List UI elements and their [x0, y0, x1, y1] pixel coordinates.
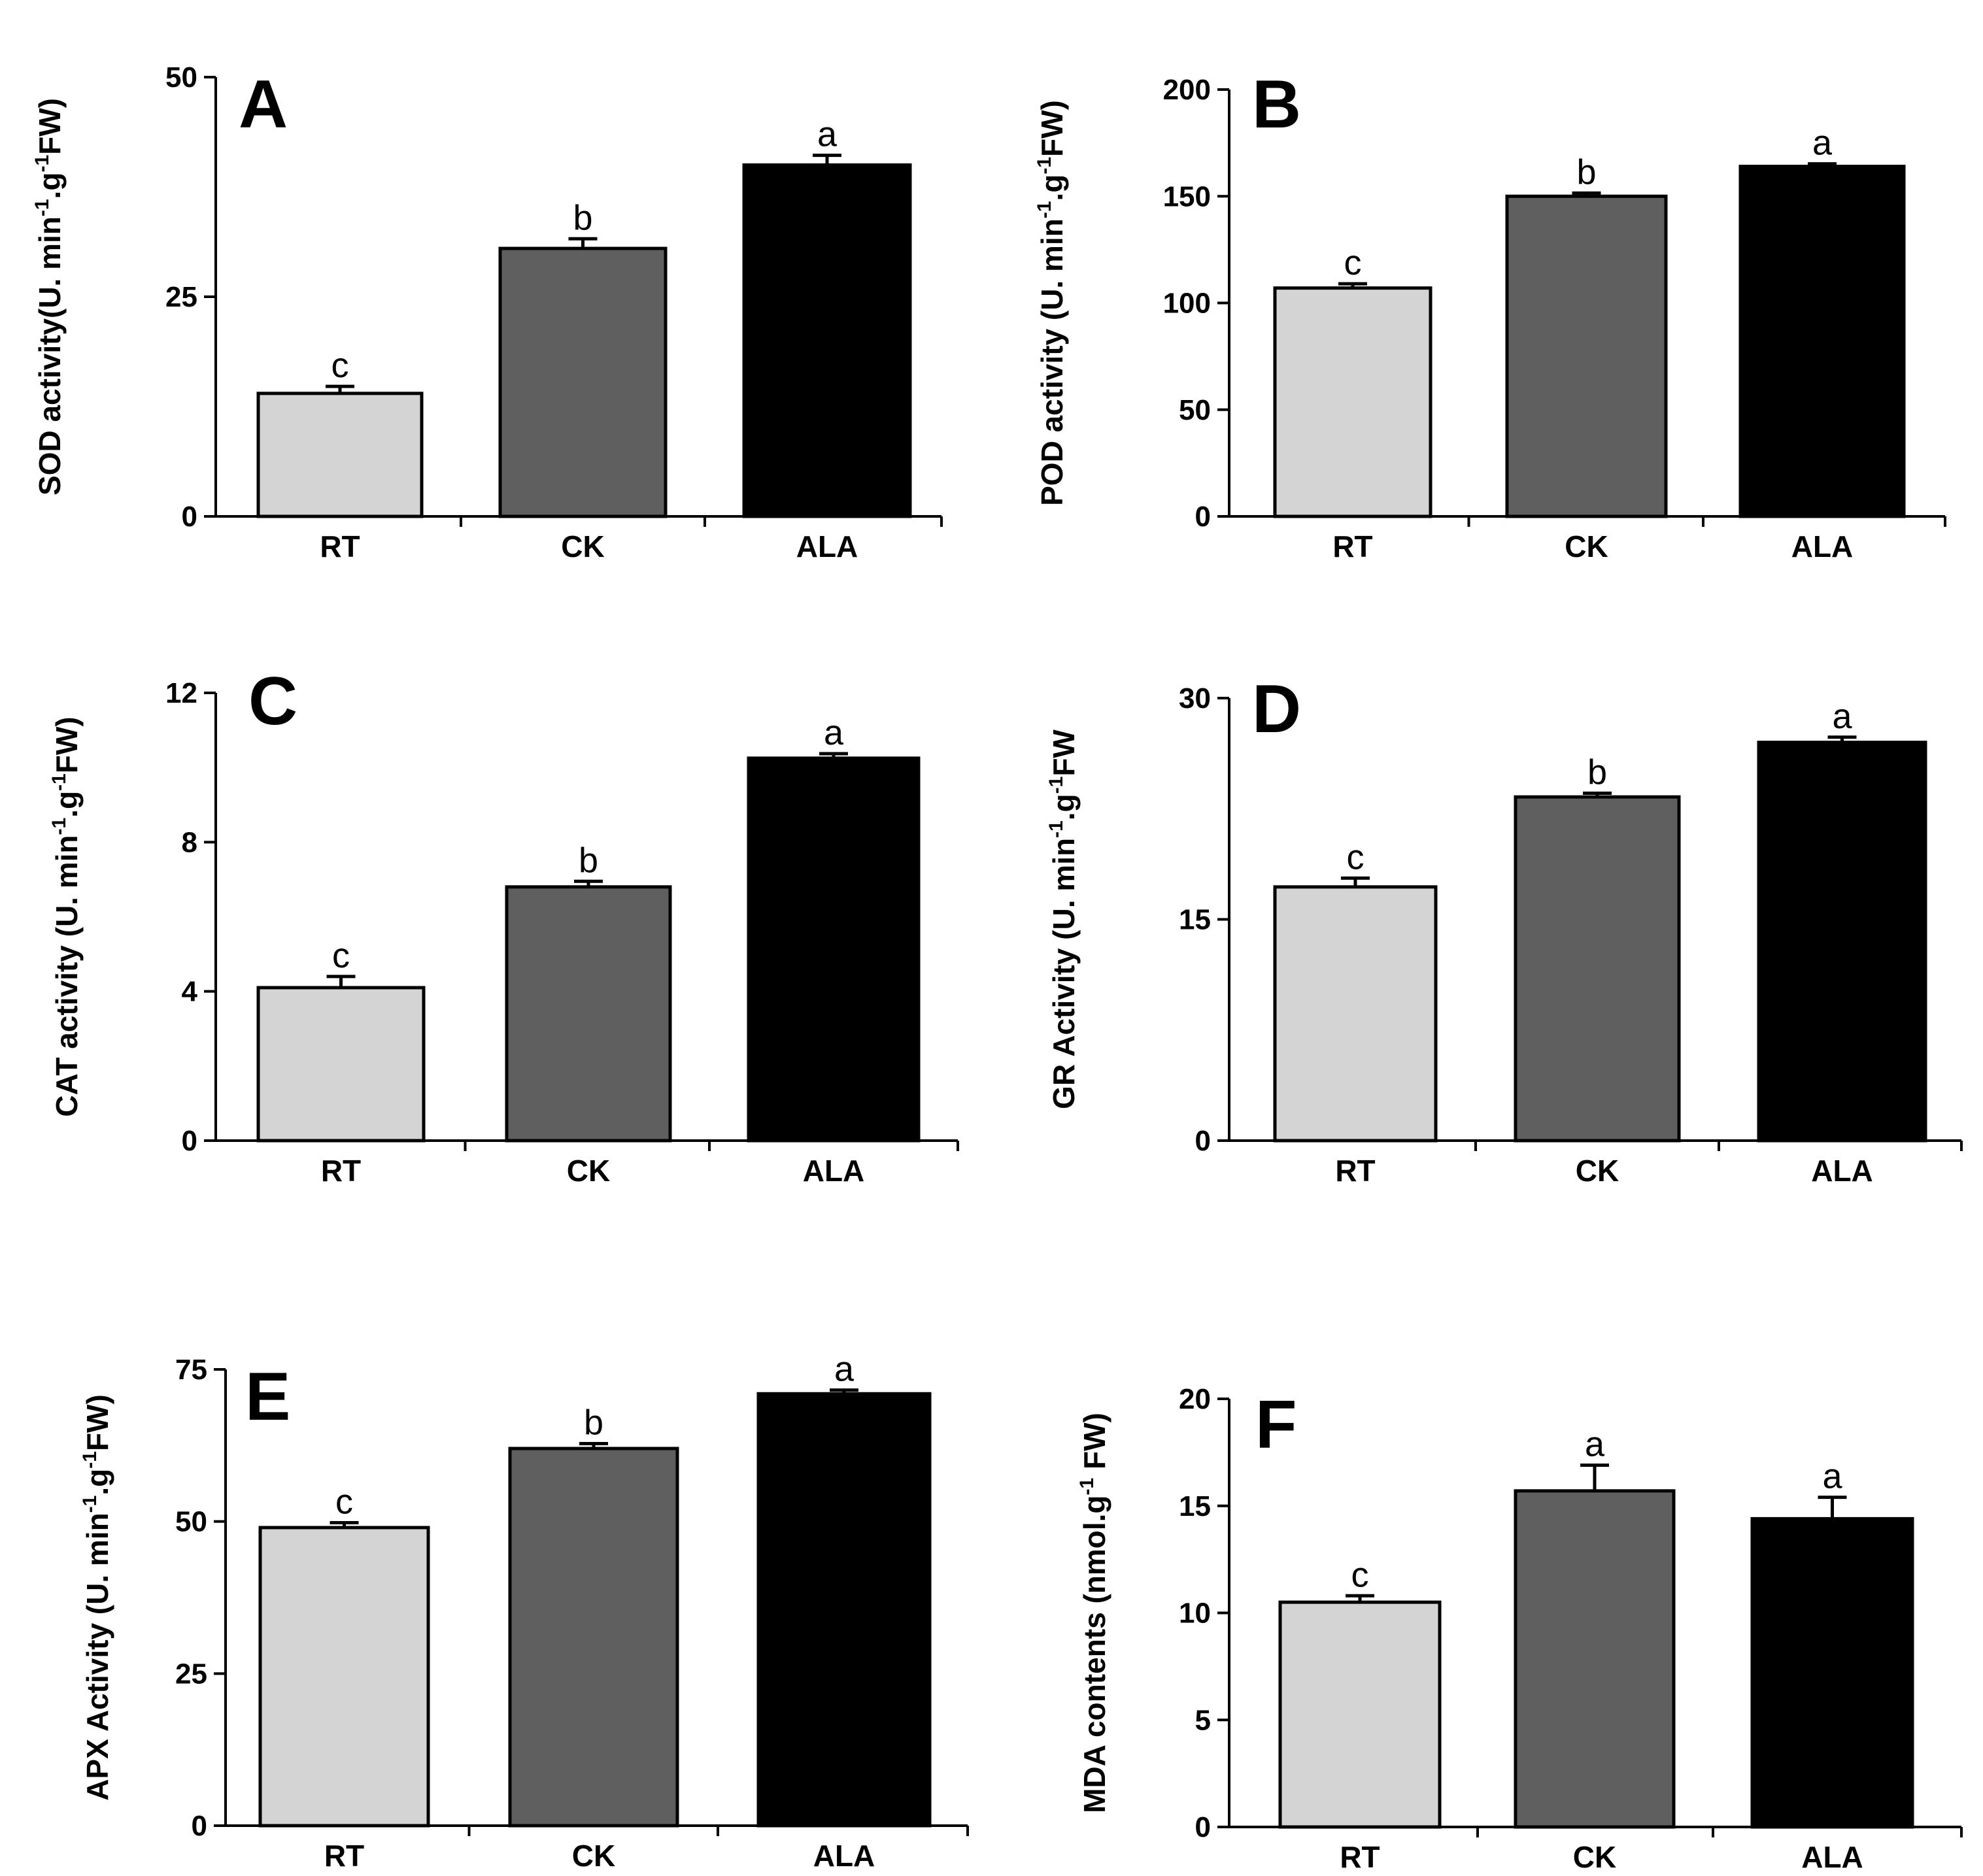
category-label: CK	[561, 529, 604, 563]
category-label: ALA	[813, 1839, 875, 1873]
y-tick-label: 0	[182, 501, 197, 533]
category-label: CK	[1576, 1154, 1619, 1188]
y-tick-label: 25	[165, 281, 197, 313]
bar-ck	[1514, 795, 1681, 1143]
significance-label: a	[1812, 124, 1833, 163]
y-tick-label: 30	[1179, 682, 1211, 714]
panel-c: c RT b CK a ALA 0 4 8 12 C CAT activity (U. min-1.g…	[48, 663, 959, 1188]
y-tick-label: 4	[182, 976, 198, 1008]
y-tick-label: 0	[1195, 501, 1211, 533]
category-label: RT	[320, 529, 360, 563]
significance-label: b	[584, 1403, 603, 1443]
y-tick-label: 5	[1195, 1704, 1211, 1736]
panel-letter: A	[239, 67, 288, 142]
y-tick-label: 75	[175, 1354, 207, 1386]
significance-label: c	[1344, 243, 1362, 282]
y-axis-title: MDA contents (nmol.g-1 FW)	[1076, 1413, 1111, 1813]
bar-ala	[747, 756, 921, 1143]
category-label: CK	[567, 1154, 610, 1188]
bar-ala	[756, 1392, 932, 1828]
y-axis-title: SOD activity(U. min-1.g-1FW)	[31, 98, 67, 495]
category-label: ALA	[796, 529, 858, 563]
y-tick-label: 0	[182, 1125, 197, 1157]
y-axis-title: APX Activity (U. min-1.g-1FW)	[79, 1394, 114, 1801]
y-tick-label: 20	[1179, 1383, 1211, 1415]
significance-label: b	[1576, 152, 1596, 192]
panel-d: c RT b CK a ALA 0 15 30 D GR Activity (U. min-1.g-…	[1045, 671, 1963, 1188]
category-label: RT	[1340, 1840, 1380, 1874]
bar-ck	[508, 1447, 679, 1828]
y-tick-label: 12	[165, 677, 197, 709]
significance-label: b	[573, 198, 592, 237]
significance-label: b	[579, 841, 598, 880]
panel-letter: F	[1255, 1387, 1297, 1463]
y-tick-label: 0	[1195, 1811, 1211, 1843]
y-tick-label: 15	[1179, 1490, 1211, 1522]
category-label: RT	[1332, 529, 1372, 563]
y-tick-label: 8	[182, 826, 197, 858]
bar-ala	[1750, 1516, 1914, 1829]
y-axis-title: POD activity (U. min-1.g-1FW)	[1034, 100, 1069, 506]
category-label: CK	[1565, 529, 1608, 563]
y-tick-label: 10	[1179, 1598, 1211, 1630]
panel-letter: C	[248, 663, 297, 739]
significance-label: a	[1832, 697, 1852, 736]
bar-ala	[1738, 165, 1906, 518]
bar-ck	[498, 246, 668, 518]
y-tick-label: 50	[165, 61, 197, 93]
significance-label: c	[1351, 1555, 1369, 1594]
significance-label: a	[834, 1350, 855, 1389]
y-axis-title: GR Activity (U. min-1.g-1FW	[1045, 729, 1081, 1109]
panel-f: c RT a CK a ALA 0 5 10 15 20 F MDA contents (nmol.g-…	[1076, 1383, 1963, 1874]
significance-label: c	[335, 1482, 353, 1522]
bar-ck	[505, 885, 672, 1143]
y-tick-label: 150	[1163, 180, 1211, 212]
category-label: ALA	[1801, 1840, 1863, 1874]
significance-label: a	[817, 115, 838, 154]
category-label: RT	[1335, 1154, 1375, 1188]
y-tick-label: 15	[1179, 904, 1211, 936]
significance-label: c	[1347, 837, 1364, 877]
category-label: CK	[572, 1839, 615, 1873]
bar-rt	[258, 1526, 430, 1828]
category-label: RT	[324, 1839, 364, 1873]
y-tick-label: 50	[175, 1506, 207, 1538]
category-label: ALA	[1811, 1154, 1873, 1188]
y-tick-label: 50	[1179, 394, 1211, 426]
panel-letter: B	[1252, 67, 1301, 142]
significance-label: c	[331, 346, 349, 385]
bar-ck	[1505, 194, 1668, 518]
y-tick-label: 25	[175, 1658, 207, 1690]
y-axis-title: CAT activity (U. min-1.g-1FW)	[48, 716, 84, 1116]
panel-letter: E	[245, 1359, 290, 1435]
significance-label: a	[1822, 1457, 1842, 1496]
y-tick-label: 0	[1195, 1125, 1211, 1157]
bar-rt	[1273, 885, 1438, 1143]
significance-label: a	[1585, 1425, 1605, 1464]
bar-ck	[1514, 1489, 1676, 1829]
panel-e: c RT b CK a ALA 0 25 50 75 E APX Activity (U. min-1…	[79, 1350, 969, 1873]
y-tick-label: 0	[192, 1810, 207, 1842]
panel-a: c RT b CK a ALA 0 25 50 A SOD activity(U. min-1.g-…	[31, 61, 943, 563]
panel-letter: D	[1252, 671, 1301, 747]
category-label: ALA	[803, 1154, 865, 1188]
y-tick-label: 200	[1163, 74, 1211, 106]
bar-rt	[1278, 1600, 1442, 1829]
bar-rt	[256, 986, 426, 1143]
panel-b: c RT b CK a ALA 0 50 100 150 200 B POD activity (U. …	[1034, 67, 1946, 563]
significance-label: b	[1587, 753, 1607, 792]
category-label: CK	[1573, 1840, 1616, 1874]
significance-label: a	[824, 713, 844, 752]
category-label: ALA	[1791, 529, 1854, 563]
category-label: RT	[321, 1154, 361, 1188]
bar-ala	[1757, 741, 1927, 1143]
significance-label: c	[332, 936, 350, 975]
bar-rt	[256, 392, 424, 518]
bar-ala	[742, 163, 912, 518]
y-tick-label: 100	[1163, 288, 1211, 320]
bar-rt	[1273, 286, 1432, 518]
